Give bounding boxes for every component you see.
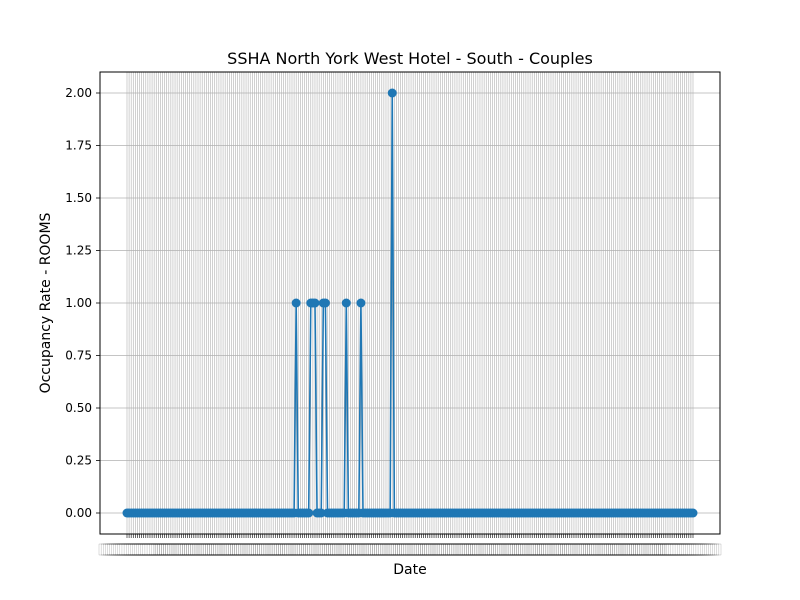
y-tick-label: 0.50 — [65, 401, 92, 415]
y-tick-label: 0.00 — [65, 506, 92, 520]
y-axis-ticks: 0.00 0.25 0.50 0.75 1.00 1.25 1.50 1.75 2.00 — [65, 86, 100, 520]
plot-frame — [99, 71, 721, 535]
x-tick-label — [664, 543, 722, 556]
x-axis-ticks — [98, 534, 722, 556]
y-tick-label: 1.00 — [65, 296, 92, 310]
y-axis-label: Occupancy Rate - ROOMS — [38, 212, 54, 393]
series-occupancy — [122, 88, 698, 518]
y-tick-label: 0.25 — [65, 454, 92, 468]
x-tick-labels-overlapping — [98, 543, 722, 556]
chart-title: SSHA North York West Hotel - South - Cou… — [227, 49, 593, 68]
data-point — [291, 298, 301, 308]
y-tick-label: 1.50 — [65, 191, 92, 205]
y-tick-label: 1.25 — [65, 244, 92, 258]
data-point — [356, 298, 366, 308]
y-tick-label: 1.75 — [65, 139, 92, 153]
data-point — [320, 298, 330, 308]
x-axis-label: Date — [393, 562, 426, 578]
data-point — [341, 298, 351, 308]
data-point — [310, 298, 320, 308]
data-point — [304, 508, 314, 518]
data-point — [387, 88, 397, 98]
y-tick-label: 2.00 — [65, 86, 92, 100]
data-point — [316, 508, 326, 518]
data-point — [688, 508, 698, 518]
y-tick-label: 0.75 — [65, 349, 92, 363]
